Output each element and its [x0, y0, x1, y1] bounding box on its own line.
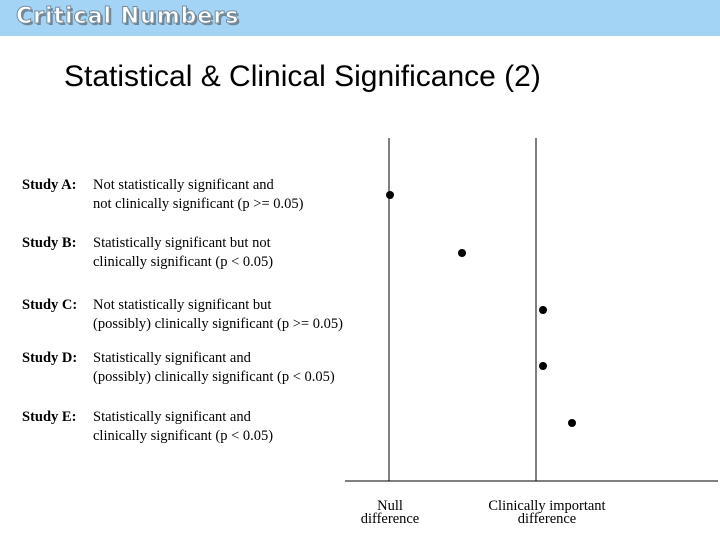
study-description-line: Statistically significant but not — [93, 235, 271, 251]
study-description-line: clinically significant (p < 0.05) — [93, 254, 274, 270]
banner-title: Critical Numbers — [15, 4, 240, 30]
study-description-line: clinically significant (p < 0.05) — [93, 428, 274, 444]
axis-label-line: Clinically important — [488, 498, 606, 514]
study-label: Study C: — [22, 297, 78, 313]
study-description: Statistically significant but not clinic… — [93, 234, 273, 272]
header-banner: Critical Numbers — [0, 0, 720, 36]
axis-label-line: difference — [517, 511, 577, 527]
slide-title: Statistical & Clinical Significance (2) — [64, 60, 541, 93]
study-description-line: Not statistically significant but — [93, 297, 272, 313]
study-description-line: not clinically significant (p >= 0.05) — [93, 196, 304, 212]
axis-label-line: difference — [360, 511, 420, 527]
study-description-line: Statistically significant and — [93, 350, 251, 366]
study-description-line: Statistically significant and — [93, 409, 251, 425]
study-description: Not statistically significant and not cl… — [93, 176, 303, 214]
study-description: Statistically significant and clinically… — [93, 408, 273, 446]
null-difference-label: Null difference — [340, 498, 440, 527]
study-label: Study E: — [22, 409, 77, 425]
study-a-point — [386, 191, 394, 199]
study-c-point — [539, 306, 547, 314]
study-description-line: (possibly) clinically significant (p < 0… — [93, 369, 335, 385]
study-label: Study B: — [22, 235, 77, 251]
study-description-line: (possibly) clinically significant (p >= … — [93, 316, 343, 332]
study-d-point — [539, 362, 547, 370]
study-label: Study A: — [22, 177, 77, 193]
study-description: Statistically significant and (possibly)… — [93, 349, 335, 387]
study-b-point — [458, 249, 466, 257]
study-description-line: Not statistically significant and — [93, 177, 274, 193]
axis-label-line: Null — [377, 498, 403, 514]
study-e-point — [568, 419, 576, 427]
study-label: Study D: — [22, 350, 78, 366]
study-description: Not statistically significant but (possi… — [93, 296, 343, 334]
clinical-difference-label: Clinically important difference — [462, 498, 632, 527]
